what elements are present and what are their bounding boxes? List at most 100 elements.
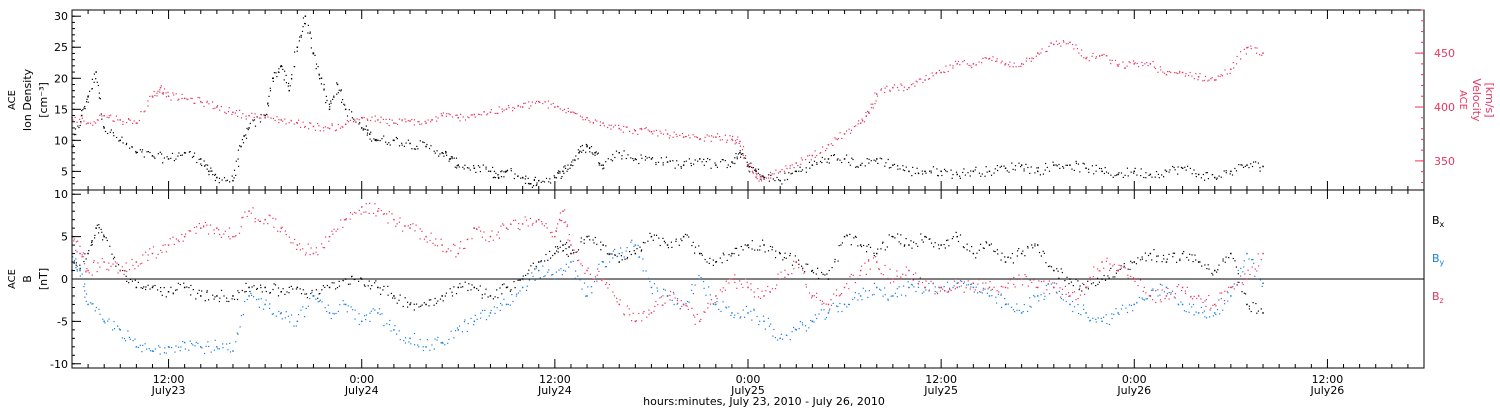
bx-sample — [410, 302, 412, 304]
density-sample — [488, 170, 490, 172]
velocity-sample — [513, 107, 516, 109]
bz-sample — [555, 230, 557, 232]
velocity-sample — [1103, 53, 1105, 55]
velocity-sample — [959, 64, 961, 66]
by-sample — [753, 309, 755, 311]
bz-sample — [324, 247, 326, 249]
velocity-sample — [791, 164, 793, 166]
by-sample — [188, 349, 190, 351]
density-point — [554, 176, 556, 179]
velocity-sample — [317, 123, 319, 125]
density-sample — [265, 113, 268, 115]
density-point — [409, 142, 411, 145]
by-sample — [861, 299, 863, 301]
bx-sample — [783, 257, 785, 259]
y-tick-label: 5 — [61, 165, 68, 178]
density-sample — [1257, 162, 1259, 164]
bx-sample — [519, 279, 521, 281]
bz-sample — [242, 216, 244, 218]
velocity-sample — [1018, 65, 1020, 68]
by-sample — [531, 272, 533, 274]
bottom-bx-points — [71, 224, 1264, 314]
velocity-sample — [770, 177, 772, 179]
density-sample — [1127, 175, 1129, 177]
bx-sample — [371, 285, 373, 287]
bx-sample — [94, 234, 96, 236]
density-point — [1101, 170, 1103, 173]
by-point — [843, 303, 846, 306]
density-sample — [589, 147, 591, 149]
velocity-sample — [1020, 65, 1022, 67]
velocity-sample — [814, 150, 816, 152]
bz-sample — [739, 280, 741, 282]
density-sample — [225, 180, 227, 182]
velocity-sample — [918, 78, 920, 80]
density-sample — [426, 143, 428, 146]
by-sample — [1242, 271, 1244, 273]
bz-sample — [507, 228, 509, 230]
bz-sample — [616, 301, 618, 303]
bx-sample — [694, 246, 697, 248]
density-point — [312, 52, 315, 55]
bx-point — [988, 244, 991, 246]
density-sample — [153, 156, 155, 158]
velocity-sample — [596, 120, 598, 122]
density-point — [280, 65, 282, 67]
bx-sample — [805, 263, 807, 265]
bx-sample — [1120, 265, 1122, 267]
density-sample — [288, 82, 290, 84]
bz-point — [650, 312, 653, 314]
bx-sample — [204, 300, 206, 302]
bx-sample — [201, 290, 203, 292]
bx-sample — [220, 289, 223, 291]
velocity-sample — [985, 57, 987, 59]
by-sample — [107, 320, 109, 322]
bx-sample — [170, 286, 172, 288]
bz-sample — [1052, 282, 1054, 284]
by-sample — [1188, 303, 1191, 305]
density-sample — [1055, 164, 1057, 166]
bz-point — [1085, 286, 1087, 289]
by-sample — [414, 344, 416, 346]
velocity-sample — [436, 120, 438, 122]
by-sample — [152, 350, 155, 352]
bx-sample — [83, 260, 85, 263]
density-sample — [1044, 169, 1046, 171]
density-sample — [510, 168, 512, 170]
by-point — [505, 303, 508, 306]
bz-sample — [1181, 290, 1183, 292]
density-sample — [567, 164, 569, 166]
density-sample — [328, 103, 330, 105]
velocity-sample — [668, 137, 670, 139]
density-sample — [381, 138, 383, 140]
bx-sample — [686, 234, 688, 236]
by-sample — [378, 308, 381, 310]
bz-sample — [162, 244, 164, 246]
bz-sample — [1073, 291, 1076, 293]
velocity-sample — [884, 87, 886, 89]
density-sample — [245, 134, 247, 136]
y-tick-label: -10 — [50, 358, 68, 371]
bz-sample — [578, 259, 580, 261]
bx-sample — [925, 236, 927, 238]
bx-sample — [223, 295, 225, 297]
legend-bz-main: B — [1432, 290, 1440, 303]
density-sample — [1193, 169, 1195, 171]
bz-sample — [889, 282, 892, 284]
density-sample — [423, 141, 425, 144]
velocity-sample — [868, 112, 870, 114]
density-sample — [340, 90, 342, 92]
velocity-sample — [361, 117, 364, 119]
density-sample — [479, 166, 481, 168]
velocity-sample — [371, 116, 373, 118]
velocity-sample — [389, 118, 391, 120]
bz-sample — [203, 226, 205, 228]
by-point — [827, 312, 830, 314]
density-point — [497, 176, 500, 179]
bx-sample — [540, 261, 542, 263]
by-sample — [1054, 282, 1056, 284]
bz-sample — [581, 265, 583, 267]
bz-point — [489, 235, 492, 238]
velocity-sample — [1210, 78, 1212, 80]
bz-sample — [1155, 301, 1157, 304]
